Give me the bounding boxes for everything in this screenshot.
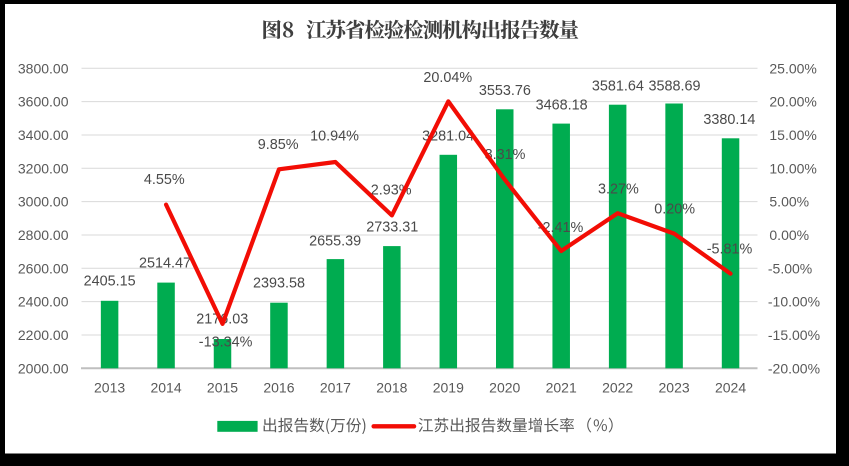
svg-text:2016: 2016	[263, 379, 294, 395]
svg-text:-10.00%: -10.00%	[768, 294, 820, 310]
svg-text:-5.81%: -5.81%	[707, 242, 753, 258]
svg-text:3800.00: 3800.00	[18, 60, 69, 76]
svg-text:2014: 2014	[150, 379, 181, 395]
svg-text:3380.14: 3380.14	[703, 112, 755, 128]
svg-text:2024: 2024	[715, 379, 746, 395]
svg-text:3581.64: 3581.64	[592, 78, 644, 94]
svg-text:-5.00%: -5.00%	[768, 260, 812, 276]
svg-text:3553.76: 3553.76	[479, 83, 531, 99]
svg-text:2400.00: 2400.00	[18, 294, 69, 310]
svg-text:3.27%: 3.27%	[598, 181, 639, 197]
svg-text:0.00%: 0.00%	[769, 227, 809, 243]
svg-text:2000.00: 2000.00	[18, 360, 69, 376]
svg-text:2514.47: 2514.47	[139, 255, 191, 271]
svg-text:-15.00%: -15.00%	[768, 327, 820, 343]
svg-text:2021: 2021	[546, 379, 577, 395]
svg-text:9.85%: 9.85%	[258, 137, 299, 153]
svg-text:2013: 2013	[94, 379, 125, 395]
svg-text:3400.00: 3400.00	[18, 127, 69, 143]
svg-text:2655.39: 2655.39	[309, 233, 361, 249]
svg-text:10.00%: 10.00%	[769, 160, 816, 176]
svg-text:2018: 2018	[376, 379, 407, 395]
svg-text:-2.41%: -2.41%	[538, 220, 584, 236]
svg-text:3588.69: 3588.69	[648, 78, 700, 94]
svg-text:-13.34%: -13.34%	[199, 334, 253, 350]
svg-text:2800.00: 2800.00	[18, 227, 69, 243]
svg-text:3200.00: 3200.00	[18, 160, 69, 176]
svg-text:2020: 2020	[489, 379, 520, 395]
svg-text:2023: 2023	[659, 379, 690, 395]
svg-text:2405.15: 2405.15	[84, 274, 136, 290]
svg-text:2015: 2015	[207, 379, 238, 395]
svg-text:2600.00: 2600.00	[18, 260, 69, 276]
svg-text:2017: 2017	[320, 379, 351, 395]
svg-text:0.20%: 0.20%	[654, 202, 695, 218]
svg-text:-20.00%: -20.00%	[768, 360, 820, 376]
svg-text:3468.18: 3468.18	[536, 98, 588, 114]
svg-text:2022: 2022	[602, 379, 633, 395]
svg-text:5.00%: 5.00%	[769, 194, 809, 210]
svg-text:20.00%: 20.00%	[769, 94, 816, 110]
svg-text:3000.00: 3000.00	[18, 194, 69, 210]
svg-text:10.94%: 10.94%	[310, 128, 359, 144]
svg-text:20.04%: 20.04%	[423, 70, 472, 86]
svg-text:8.31%: 8.31%	[485, 147, 526, 163]
svg-text:2019: 2019	[433, 379, 464, 395]
svg-text:2200.00: 2200.00	[18, 327, 69, 343]
svg-text:3600.00: 3600.00	[18, 94, 69, 110]
svg-text:15.00%: 15.00%	[769, 127, 816, 143]
svg-text:25.00%: 25.00%	[769, 60, 816, 76]
svg-text:4.55%: 4.55%	[144, 172, 185, 188]
svg-text:2733.31: 2733.31	[366, 220, 418, 236]
svg-text:2393.58: 2393.58	[253, 276, 305, 292]
